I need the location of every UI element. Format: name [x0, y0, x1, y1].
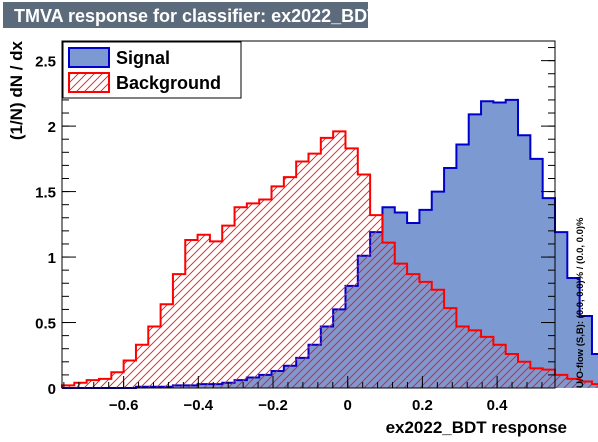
bar-background	[518, 362, 531, 388]
bar-signal	[543, 198, 556, 388]
bar-background	[124, 361, 137, 388]
bar-background	[444, 308, 457, 388]
y-tick-label: 2	[48, 119, 56, 136]
x-tick-label: −0.4	[184, 397, 214, 414]
bar-background	[321, 138, 334, 388]
bar-background	[296, 161, 309, 388]
bar-background	[395, 264, 408, 388]
bar-background	[469, 330, 482, 388]
bar-background	[111, 372, 124, 388]
bar-background	[382, 243, 395, 388]
bar-background	[419, 282, 432, 388]
bar-signal	[530, 159, 543, 388]
bar-background	[222, 226, 235, 388]
bar-background	[185, 240, 198, 388]
legend-label-signal: Signal	[116, 48, 170, 68]
bar-background	[493, 345, 506, 388]
bar-background	[309, 154, 322, 388]
legend-label-background: Background	[116, 73, 221, 93]
y-tick-label: 1.5	[35, 185, 56, 202]
bar-background	[530, 368, 543, 388]
x-tick-label: 0.4	[487, 397, 509, 414]
bar-background	[284, 177, 297, 388]
bar-background	[247, 203, 260, 388]
bar-background	[198, 235, 211, 388]
overflow-label: U/O-flow (S,B): (0.0, 0.0)% / (0.0, 0.0)…	[575, 217, 586, 388]
bar-background	[345, 148, 358, 388]
bar-background	[358, 175, 371, 388]
bar-signal	[506, 100, 519, 388]
y-axis-label: (1/N) dN / dx	[7, 40, 26, 140]
bar-background	[173, 274, 186, 388]
x-tick-label: −0.2	[258, 397, 288, 414]
legend: Signal Background	[63, 42, 241, 98]
x-tick-label: 0	[344, 397, 352, 414]
bar-background	[259, 199, 272, 388]
bar-background	[432, 290, 445, 388]
x-axis-label: ex2022_BDT response	[386, 418, 567, 437]
bar-background	[481, 337, 494, 388]
bar-signal	[555, 232, 568, 388]
legend-swatch-signal	[69, 48, 109, 67]
bar-background	[87, 380, 100, 388]
legend-swatch-background	[69, 73, 109, 92]
x-tick-label: 0.2	[412, 397, 433, 414]
x-tick-label: −0.6	[109, 397, 139, 414]
y-tick-label: 0.5	[35, 316, 56, 333]
bar-background	[272, 186, 285, 388]
bar-background	[407, 274, 420, 388]
bar-signal	[518, 135, 531, 388]
y-tick-label: 0	[48, 381, 56, 398]
bar-background	[333, 131, 346, 388]
bar-background	[161, 304, 174, 388]
bar-background	[370, 215, 383, 388]
bar-background	[543, 370, 556, 388]
y-tick-label: 2.5	[35, 54, 56, 71]
y-tick-label: 1	[48, 250, 56, 267]
bar-background	[99, 379, 112, 388]
bar-background	[555, 375, 568, 388]
bar-background	[235, 207, 248, 388]
bar-background	[136, 345, 149, 388]
bar-background	[456, 326, 469, 388]
bar-background	[210, 241, 223, 388]
bar-background	[148, 326, 161, 388]
